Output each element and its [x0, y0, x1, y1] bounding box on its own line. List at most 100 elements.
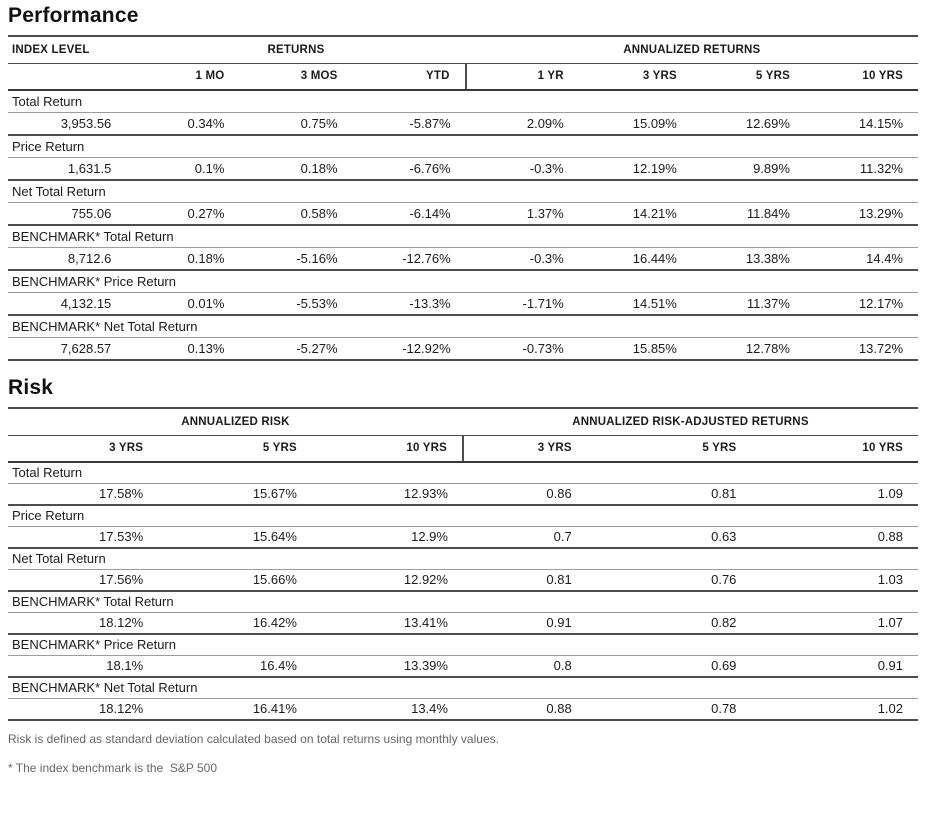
index-level-cell: 755.06 [8, 202, 127, 226]
risk-section-title: Risk [8, 376, 54, 399]
row-label-price-return: Price Return [8, 505, 918, 527]
value-cell: 11.84% [691, 202, 805, 226]
risk-definition-note: Risk is defined as standard deviation ca… [8, 732, 499, 746]
value-cell: 0.63 [586, 526, 752, 549]
table-row-label: BENCHMARK* Total Return [8, 591, 918, 613]
row-label-total-return: Total Return [8, 462, 918, 484]
value-cell: 0.81 [462, 569, 587, 592]
value-cell: 1.07 [751, 612, 918, 635]
value-cell: 12.69% [691, 112, 805, 136]
value-cell: -1.71% [465, 292, 579, 316]
value-cell: 15.66% [158, 569, 312, 592]
value-cell: 11.37% [691, 292, 805, 316]
table-row-label: Net Total Return [8, 180, 918, 203]
table-row-label: Total Return [8, 462, 918, 484]
benchmark-note: * The index benchmark is the S&P 500 [8, 761, 218, 775]
performance-group-header-row: INDEX LEVEL RETURNS ANNUALIZED RETURNS [8, 36, 918, 64]
value-cell: 0.58% [239, 202, 353, 226]
table-row-values: 18.1% 16.4% 13.39% 0.8 0.69 0.91 [8, 655, 918, 678]
table-row-values: 755.06 0.27% 0.58% -6.14% 1.37% 14.21% 1… [8, 202, 918, 226]
col-header-1yr: 1 YR [464, 63, 579, 91]
col-header-adj-3yrs: 3 YRS [461, 435, 587, 463]
index-level-cell: 4,132.15 [8, 292, 127, 316]
value-cell: 13.72% [804, 337, 918, 361]
col-header-3mos: 3 MOS [239, 63, 353, 91]
row-label-net-total-return: Net Total Return [8, 548, 918, 570]
value-cell: 0.7 [462, 526, 587, 549]
row-label-benchmark-total-return: BENCHMARK* Total Return [8, 591, 918, 613]
col-header-risk-3yrs: 3 YRS [8, 435, 159, 463]
value-cell: 0.34% [126, 112, 240, 136]
value-cell: 13.29% [804, 202, 918, 226]
value-cell: 16.4% [158, 655, 312, 678]
index-level-cell: 1,631.5 [8, 157, 127, 181]
value-cell: 18.12% [8, 612, 159, 635]
value-cell: 13.4% [311, 698, 463, 721]
value-cell: -0.3% [465, 157, 579, 181]
value-cell: 15.64% [158, 526, 312, 549]
value-cell: 17.58% [8, 483, 159, 506]
table-row-values: 18.12% 16.42% 13.41% 0.91 0.82 1.07 [8, 612, 918, 635]
value-cell: 11.32% [804, 157, 918, 181]
value-cell: 12.93% [311, 483, 463, 506]
col-header-risk-5yrs: 5 YRS [158, 435, 312, 463]
value-cell: 14.51% [578, 292, 692, 316]
table-row-values: 17.58% 15.67% 12.93% 0.86 0.81 1.09 [8, 483, 918, 506]
value-cell: 17.56% [8, 569, 159, 592]
table-row-values: 4,132.15 0.01% -5.53% -13.3% -1.71% 14.5… [8, 292, 918, 316]
value-cell: 0.1% [126, 157, 240, 181]
col-header-risk-10yrs: 10 YRS [311, 435, 463, 463]
value-cell: 0.91 [751, 655, 918, 678]
table-row-label: BENCHMARK* Price Return [8, 634, 918, 656]
table-row-label: BENCHMARK* Price Return [8, 270, 918, 293]
value-cell: 0.88 [751, 526, 918, 549]
value-cell: 0.8 [462, 655, 587, 678]
value-cell: -12.76% [352, 247, 466, 271]
col-header-5yrs: 5 YRS [691, 63, 805, 91]
value-cell: 16.44% [578, 247, 692, 271]
row-label-benchmark-price-return: BENCHMARK* Price Return [8, 634, 918, 656]
row-label-net-total-return: Net Total Return [8, 180, 918, 203]
risk-subheader-row: 3 YRS 5 YRS 10 YRS 3 YRS 5 YRS 10 YRS [8, 435, 918, 463]
value-cell: 0.75% [239, 112, 353, 136]
value-cell: -6.76% [352, 157, 466, 181]
value-cell: 14.4% [804, 247, 918, 271]
index-level-header: INDEX LEVEL [8, 36, 127, 64]
col-header-1mo: 1 MO [126, 63, 240, 91]
value-cell: -0.3% [465, 247, 579, 271]
value-cell: 13.39% [311, 655, 463, 678]
index-level-cell: 8,712.6 [8, 247, 127, 271]
empty-subheader-cell [8, 63, 127, 91]
table-row-label: BENCHMARK* Total Return [8, 225, 918, 248]
annualized-risk-group-header: ANNUALIZED RISK [8, 408, 463, 436]
table-row-label: Total Return [8, 90, 918, 113]
performance-table: INDEX LEVEL RETURNS ANNUALIZED RETURNS 1… [8, 35, 918, 361]
row-label-benchmark-net-total-return: BENCHMARK* Net Total Return [8, 677, 918, 699]
col-header-3yrs: 3 YRS [578, 63, 692, 91]
value-cell: 15.67% [158, 483, 312, 506]
value-cell: 18.12% [8, 698, 159, 721]
col-header-ytd: YTD [352, 63, 466, 91]
value-cell: 0.76 [586, 569, 752, 592]
value-cell: -13.3% [352, 292, 466, 316]
value-cell: 0.86 [462, 483, 587, 506]
value-cell: 17.53% [8, 526, 159, 549]
value-cell: 1.02 [751, 698, 918, 721]
value-cell: -0.73% [465, 337, 579, 361]
value-cell: 0.91 [462, 612, 587, 635]
value-cell: -12.92% [352, 337, 466, 361]
value-cell: 12.9% [311, 526, 463, 549]
value-cell: 12.19% [578, 157, 692, 181]
value-cell: -5.27% [239, 337, 353, 361]
table-row-label: Price Return [8, 135, 918, 158]
value-cell: 1.09 [751, 483, 918, 506]
value-cell: 0.78 [586, 698, 752, 721]
value-cell: 0.18% [239, 157, 353, 181]
value-cell: 0.27% [126, 202, 240, 226]
value-cell: 0.13% [126, 337, 240, 361]
table-row-values: 7,628.57 0.13% -5.27% -12.92% -0.73% 15.… [8, 337, 918, 361]
value-cell: 12.17% [804, 292, 918, 316]
returns-group-header: RETURNS [126, 36, 466, 64]
value-cell: 14.15% [804, 112, 918, 136]
performance-section-title: Performance [8, 4, 139, 27]
